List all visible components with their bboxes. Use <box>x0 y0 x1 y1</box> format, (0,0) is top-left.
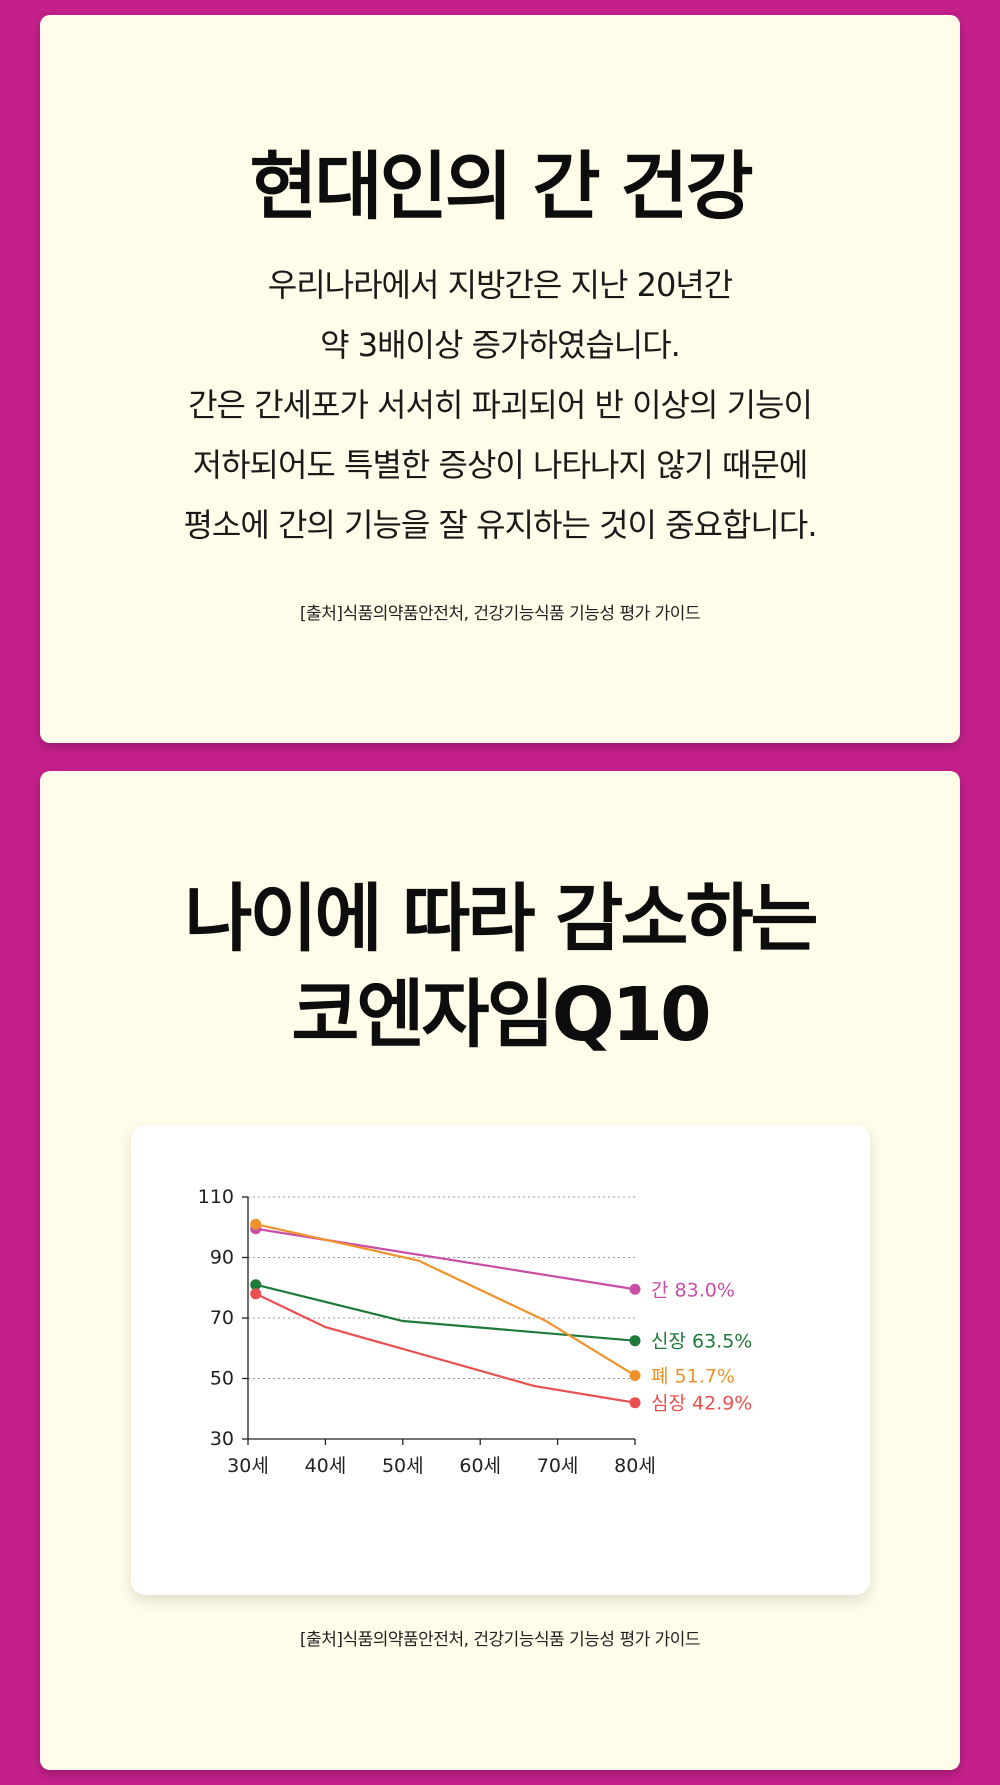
coq10-card: 나이에 따라 감소하는 코엔자임Q10 110 90 70 50 30 30세 40세 50세… <box>40 771 960 1770</box>
x-tick-label: 40세 <box>305 1455 347 1477</box>
source-citation: [출처]식품의약품안전처, 건강기능식품 기능성 평가 가이드 <box>299 604 701 624</box>
series-line-폐 <box>255 1223 636 1377</box>
series-line-심장 <box>255 1292 636 1404</box>
description-line: 평소에 간의 기능을 잘 유지하는 것이 중요합니다. <box>183 506 817 544</box>
y-tick-label: 70 <box>210 1307 234 1329</box>
series-point-end <box>629 1335 641 1347</box>
y-tick-label: 30 <box>210 1428 234 1450</box>
series-point-end <box>629 1369 641 1381</box>
chart-container: 110 90 70 50 30 30세 40세 50세 60세 70세 80세 간 83.0% 신장 6… <box>131 1125 870 1595</box>
coq10-line-chart: 110 90 70 50 30 30세 40세 50세 60세 70세 80세 간 83.0% 신장 6… <box>198 1186 753 1477</box>
y-tick-label: 110 <box>198 1186 234 1208</box>
coq10-title: 나이에 따라 감소하는 코엔자임Q10 <box>40 871 960 1063</box>
source-citation: [출처]식품의약품안전처, 건강기능식품 기능성 평가 가이드 <box>299 1630 701 1650</box>
x-tick-label: 60세 <box>459 1455 501 1477</box>
x-tick-label: 80세 <box>614 1455 656 1477</box>
description-line: 간은 간세포가 서서히 파괴되어 반 이상의 기능이 <box>188 386 813 424</box>
x-tick-label: 30세 <box>227 1455 269 1477</box>
description-line: 저하되어도 특별한 증상이 나타나지 않기 때문에 <box>192 446 809 484</box>
series-point-end <box>629 1283 641 1295</box>
coq10-title-line: 나이에 따라 감소하는 <box>184 876 818 962</box>
series-end-label: 심장 42.9% <box>651 1393 752 1415</box>
series-point-start <box>250 1218 262 1230</box>
series-line-신장 <box>255 1283 636 1342</box>
series-end-label: 폐 51.7% <box>651 1365 735 1387</box>
series-point-start <box>250 1288 262 1300</box>
y-tick-label: 50 <box>210 1368 234 1390</box>
x-tick-label: 70세 <box>537 1455 579 1477</box>
coq10-title-line: 코엔자임Q10 <box>291 972 711 1058</box>
series-point-start <box>250 1279 262 1291</box>
description-line: 약 3배이상 증가하였습니다. <box>320 326 681 364</box>
description-line: 우리나라에서 지방간은 지난 20년간 <box>267 266 733 304</box>
liver-health-description: 우리나라에서 지방간은 지난 20년간 약 3배이상 증가하였습니다. 간은 간… <box>40 255 960 555</box>
series-end-label: 신장 63.5% <box>651 1331 752 1353</box>
liver-health-card: 현대인의 간 건강 우리나라에서 지방간은 지난 20년간 약 3배이상 증가하… <box>40 15 960 743</box>
series-point-end <box>629 1397 641 1409</box>
y-tick-label: 90 <box>210 1247 234 1269</box>
liver-health-title: 현대인의 간 건강 <box>249 144 753 230</box>
x-tick-label: 50세 <box>382 1455 424 1477</box>
series-end-label: 간 83.0% <box>651 1279 735 1301</box>
